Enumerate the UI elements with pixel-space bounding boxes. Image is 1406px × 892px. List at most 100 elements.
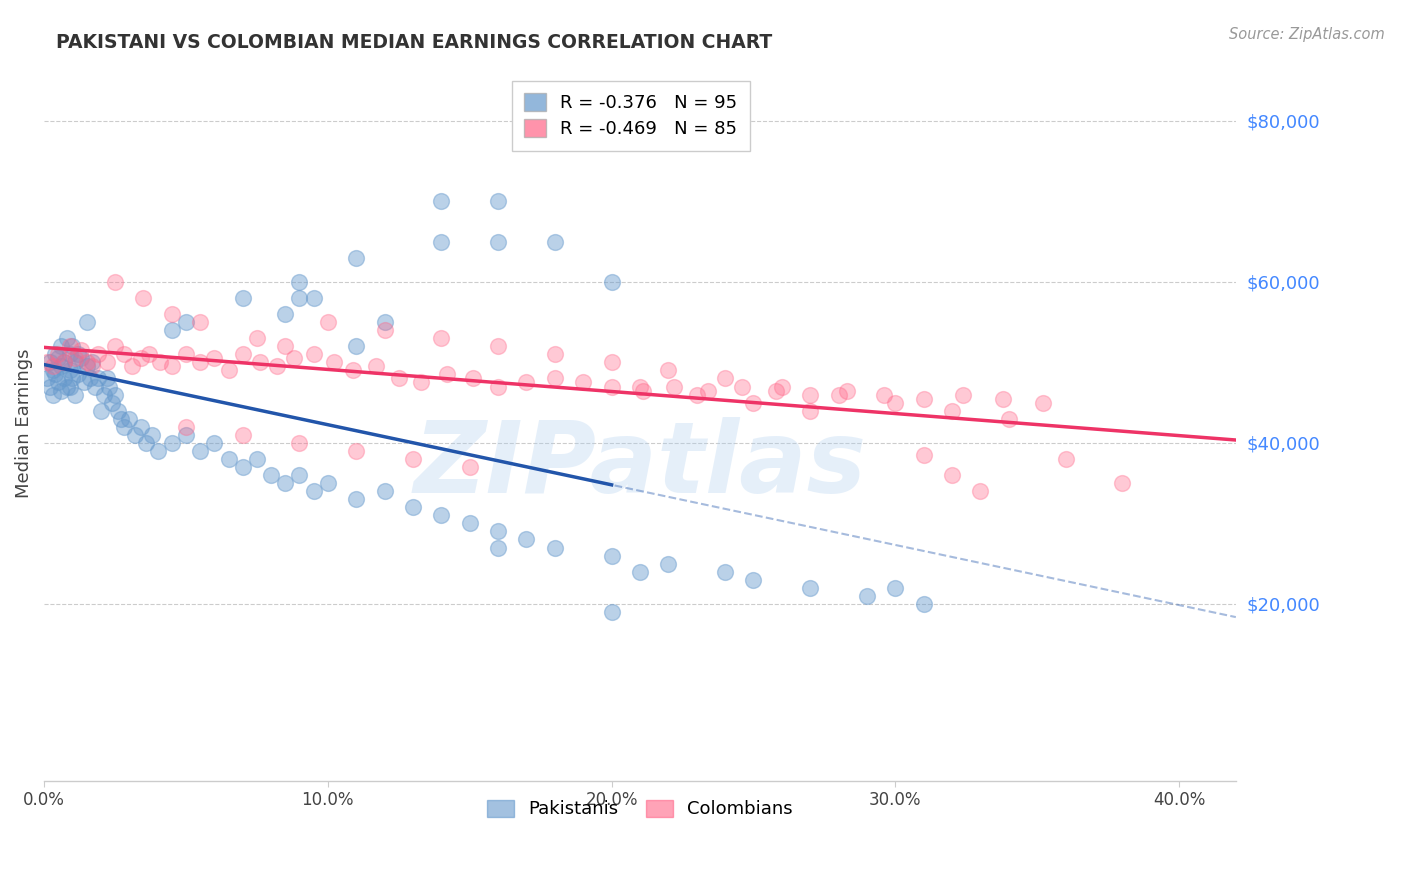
Point: [124, 427, 146, 442]
Point: [1032, 395, 1054, 409]
Point: [873, 387, 896, 401]
Point: [79, 371, 101, 385]
Point: [141, 427, 163, 442]
Point: [628, 379, 651, 393]
Point: [135, 435, 157, 450]
Point: [742, 573, 765, 587]
Point: [912, 597, 935, 611]
Point: [246, 331, 269, 345]
Point: [969, 484, 991, 499]
Point: [62, 371, 84, 385]
Point: [129, 419, 152, 434]
Point: [41, 363, 63, 377]
Point: [82, 359, 104, 374]
Point: [67, 368, 90, 382]
Point: [884, 395, 907, 409]
Point: [146, 444, 169, 458]
Point: [344, 339, 367, 353]
Point: [53, 355, 76, 369]
Point: [53, 355, 76, 369]
Point: [458, 460, 481, 475]
Point: [35, 355, 58, 369]
Point: [430, 331, 453, 345]
Point: [59, 363, 82, 377]
Point: [160, 323, 183, 337]
Point: [402, 500, 425, 515]
Point: [697, 384, 720, 398]
Point: [174, 419, 197, 434]
Point: [486, 339, 509, 353]
Point: [1054, 452, 1077, 467]
Point: [98, 379, 121, 393]
Point: [107, 403, 129, 417]
Point: [246, 452, 269, 467]
Point: [316, 315, 339, 329]
Point: [44, 368, 66, 382]
Point: [486, 541, 509, 555]
Point: [515, 533, 537, 547]
Point: [67, 347, 90, 361]
Point: [912, 448, 935, 462]
Point: [232, 291, 254, 305]
Point: [188, 444, 211, 458]
Point: [218, 452, 240, 467]
Point: [202, 435, 225, 450]
Point: [288, 291, 311, 305]
Point: [49, 384, 72, 398]
Point: [73, 376, 96, 390]
Point: [138, 347, 160, 361]
Point: [160, 359, 183, 374]
Point: [714, 565, 737, 579]
Text: ZIPatlas: ZIPatlas: [413, 417, 866, 515]
Point: [65, 351, 87, 366]
Point: [952, 387, 974, 401]
Point: [112, 419, 135, 434]
Point: [486, 194, 509, 209]
Point: [344, 251, 367, 265]
Text: Source: ZipAtlas.com: Source: ZipAtlas.com: [1229, 27, 1385, 42]
Point: [38, 355, 60, 369]
Text: PAKISTANI VS COLOMBIAN MEDIAN EARNINGS CORRELATION CHART: PAKISTANI VS COLOMBIAN MEDIAN EARNINGS C…: [56, 33, 772, 52]
Point: [302, 347, 325, 361]
Point: [288, 435, 311, 450]
Point: [402, 452, 425, 467]
Point: [430, 194, 453, 209]
Point: [218, 363, 240, 377]
Point: [344, 492, 367, 507]
Point: [998, 411, 1021, 425]
Point: [41, 387, 63, 401]
Point: [174, 347, 197, 361]
Point: [374, 315, 396, 329]
Point: [544, 235, 567, 249]
Point: [160, 307, 183, 321]
Point: [344, 444, 367, 458]
Point: [827, 387, 849, 401]
Point: [249, 355, 271, 369]
Point: [59, 339, 82, 353]
Point: [118, 411, 141, 425]
Point: [96, 371, 118, 385]
Point: [59, 347, 82, 361]
Point: [572, 376, 595, 390]
Point: [70, 343, 93, 358]
Point: [283, 351, 305, 366]
Point: [38, 379, 60, 393]
Point: [56, 379, 79, 393]
Point: [835, 384, 858, 398]
Point: [46, 347, 69, 361]
Point: [600, 549, 623, 563]
Point: [600, 275, 623, 289]
Point: [714, 371, 737, 385]
Point: [799, 387, 821, 401]
Point: [121, 359, 143, 374]
Point: [35, 371, 58, 385]
Point: [53, 371, 76, 385]
Point: [132, 291, 155, 305]
Point: [991, 392, 1014, 406]
Point: [912, 392, 935, 406]
Point: [486, 235, 509, 249]
Point: [41, 359, 63, 374]
Point: [799, 403, 821, 417]
Point: [65, 387, 87, 401]
Point: [941, 403, 963, 417]
